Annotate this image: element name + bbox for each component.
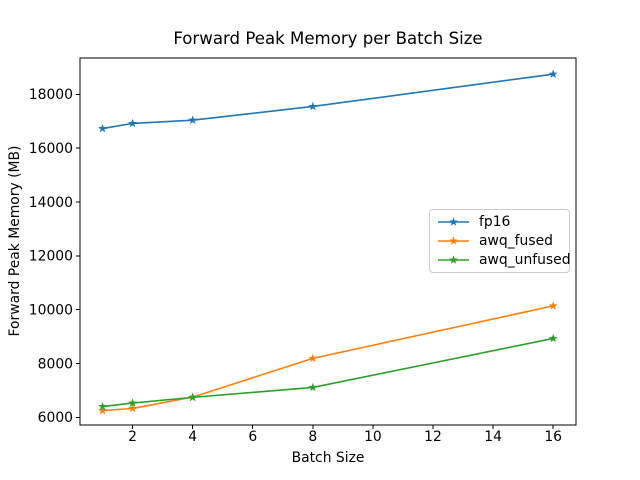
marker-fp16-batch-4: [188, 115, 198, 124]
marker-fp16-batch-2: [128, 118, 138, 128]
legend: fp16 awq_fused awq_unfused: [429, 209, 571, 273]
legend-star-marker: [449, 236, 458, 245]
x-tick-label: 14: [484, 429, 502, 445]
legend-star-marker: [449, 216, 458, 226]
y-tick-label: 8000: [38, 356, 73, 372]
marker-fp16-batch-1: [98, 123, 107, 133]
marker-awq_fused-batch-16: [548, 301, 558, 310]
marker-awq_unfused-batch-2: [128, 398, 138, 407]
marker-awq_unfused-batch-1: [98, 401, 107, 411]
line-star-swatch: [438, 236, 469, 245]
marker-awq_fused-batch-8: [308, 353, 318, 363]
x-axis-label: Batch Size: [291, 450, 365, 466]
legend-entry-fp16: fp16: [437, 212, 569, 231]
x-tick-label: 2: [128, 429, 137, 445]
y-tick-label: 16000: [29, 141, 73, 157]
y-tick-label: 6000: [38, 410, 73, 426]
x-tick-label: 10: [364, 429, 382, 445]
legend-entry-awq-unfused: awq_unfused: [437, 251, 571, 270]
y-tick-label: 18000: [29, 87, 73, 103]
marker-awq_unfused-batch-4: [188, 392, 198, 402]
legend-label: awq_unfused: [479, 252, 571, 269]
legend-label: fp16: [479, 213, 511, 230]
y-tick-label: 10000: [29, 302, 73, 318]
legend-label: awq_fused: [479, 232, 553, 249]
line-awq_fused: [102, 305, 554, 412]
chart-title: Forward Peak Memory per Batch Size: [173, 29, 483, 48]
x-tick-label: 4: [188, 429, 197, 445]
line-awq_unfused: [102, 337, 554, 408]
x-tick-label: 8: [308, 429, 317, 445]
line-star-swatch: [438, 216, 469, 226]
axes-spines: [79, 57, 577, 426]
marker-fp16-batch-8: [308, 101, 318, 111]
y-tick-label: 12000: [29, 249, 73, 265]
legend-star-marker: [449, 255, 458, 265]
legend-entry-awq-fused: awq_fused: [437, 231, 569, 250]
marker-awq_fused-batch-1: [98, 405, 107, 415]
line-star-swatch: [438, 255, 469, 265]
marker-awq_fused-batch-2: [128, 403, 138, 413]
x-tick-label: 16: [544, 429, 562, 445]
marker-awq_unfused-batch-16: [548, 333, 558, 343]
marker-fp16-batch-16: [548, 69, 558, 78]
line-fp16: [102, 73, 554, 130]
x-tick-label: 12: [424, 429, 442, 445]
x-tick-label: 6: [248, 429, 257, 445]
marker-awq_unfused-batch-8: [308, 382, 318, 392]
y-tick-label: 14000: [29, 195, 73, 211]
y-axis-label: Forward Peak Memory (MB): [7, 145, 23, 337]
